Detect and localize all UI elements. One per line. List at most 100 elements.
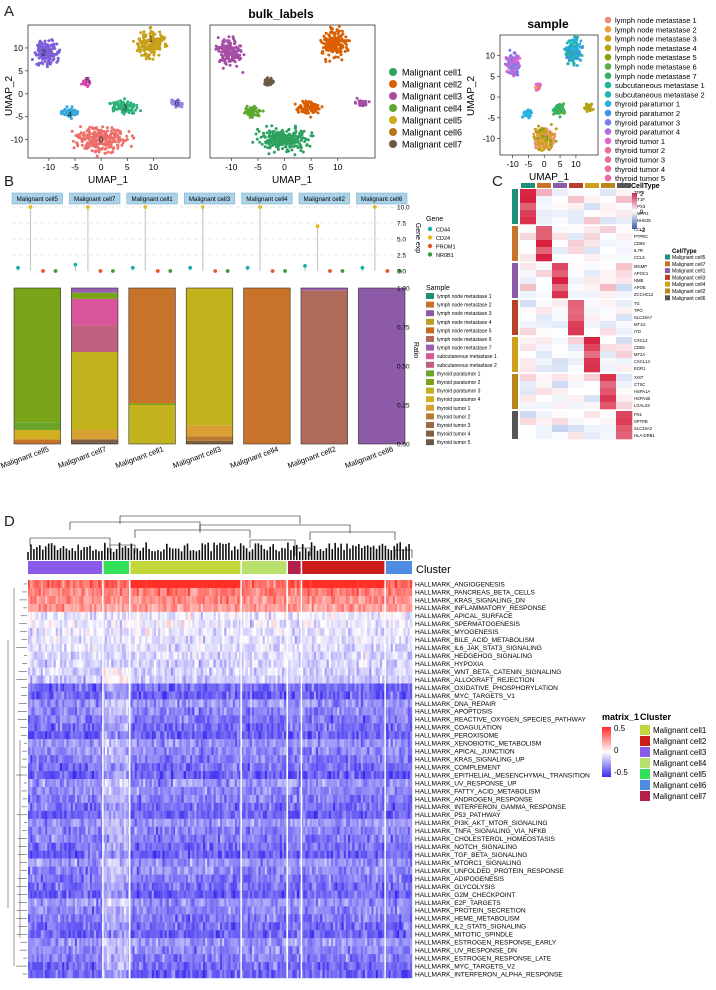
bulk-legend-swatch <box>389 80 397 88</box>
umap-point <box>105 143 109 147</box>
heatmap-cell <box>53 779 56 788</box>
heatmap-cell <box>72 603 76 613</box>
umap-point <box>537 148 541 152</box>
heatmap-cell <box>568 374 585 382</box>
heatmap-cell <box>32 970 35 979</box>
heatmap-cell <box>87 890 91 899</box>
heatmap-cell <box>85 826 88 835</box>
heatmap-cell <box>68 611 71 620</box>
heatmap-cell <box>89 587 93 597</box>
heatmap-cell <box>81 667 84 676</box>
umap-point <box>525 110 529 114</box>
heatmap-cell <box>70 874 73 883</box>
heatmap-cell <box>77 810 80 819</box>
umap-point <box>570 42 574 46</box>
heatmap-cell <box>40 834 44 843</box>
heatmap-cell <box>72 667 76 676</box>
stack-segment <box>243 288 291 444</box>
heatmap-cell <box>104 643 108 652</box>
heatmap-cell <box>111 802 114 812</box>
stack-segment <box>14 422 61 430</box>
umap-point <box>238 53 242 57</box>
heatmap-cell <box>45 763 48 772</box>
heatmap-cell <box>81 651 84 660</box>
heatmap-cell <box>92 858 95 867</box>
heatmap-cell <box>30 691 33 700</box>
heatmap-cell <box>49 906 52 915</box>
umap-point <box>257 108 261 112</box>
heatmap-cell <box>68 890 71 899</box>
heatmap-cell <box>616 277 633 285</box>
umap-point <box>234 50 238 54</box>
x-tick-label: 10 <box>571 159 581 169</box>
umap-point <box>281 147 284 151</box>
heatmap-cell <box>584 388 601 396</box>
umap-point <box>83 146 87 150</box>
umap-point <box>296 135 300 139</box>
heatmap-cell <box>70 962 73 971</box>
heatmap-cell <box>79 763 82 772</box>
umap-point <box>71 139 75 143</box>
heatmap-cell <box>28 882 31 891</box>
umap-point <box>125 134 129 138</box>
heatmap-cell <box>68 794 71 804</box>
heatmap-cell <box>109 946 112 955</box>
heatmap-cell <box>568 337 585 345</box>
heatmap-cell <box>38 962 41 971</box>
heatmap-cell <box>34 882 37 891</box>
heatmap-cell <box>85 930 88 939</box>
heatmap-cell <box>57 898 61 907</box>
sample-legend-label: lymph node metastase 7 <box>615 72 697 81</box>
heatmap-cell <box>87 627 91 636</box>
heatmap-cell <box>47 755 50 764</box>
heatmap-cell <box>79 850 82 859</box>
heatmap-cell <box>36 659 39 668</box>
heatmap-cell <box>47 786 50 796</box>
heatmap-cell <box>111 771 114 780</box>
heatmap-cell <box>96 866 99 875</box>
heatmap-cell <box>64 755 67 764</box>
heatmap-cell <box>98 930 101 939</box>
heatmap-cell <box>64 834 67 843</box>
heatmap-cell <box>111 739 114 748</box>
heatmap-cell <box>68 683 71 692</box>
heatmap-cell <box>111 962 114 971</box>
x-tick-label: -5 <box>525 159 533 169</box>
heatmap-cell <box>87 595 91 605</box>
heatmap-cell <box>74 739 78 748</box>
heatmap-cell <box>94 715 97 724</box>
heatmap-cell <box>83 683 86 692</box>
heatmap-cell <box>62 667 65 676</box>
heatmap-cell <box>51 715 54 724</box>
heatmap-cell <box>104 603 108 613</box>
heatmap-cell <box>62 715 65 724</box>
heatmap-cell <box>74 627 78 636</box>
heatmap-cell <box>42 938 46 947</box>
heatmap-cell <box>42 699 46 708</box>
heatmap-cell <box>92 906 95 915</box>
heatmap-cell <box>36 755 39 764</box>
heatmap-cell <box>83 898 86 907</box>
heatmap-cell <box>77 627 80 636</box>
heatmap-cell <box>77 739 80 748</box>
heatmap-cell <box>57 675 61 684</box>
heatmap-cell <box>520 263 537 271</box>
bulk-legend-label: Malignant cell4 <box>402 104 462 114</box>
umap-point <box>255 137 259 141</box>
heatmap-cell <box>109 794 112 804</box>
heatmap-cell <box>74 651 78 660</box>
heatmap-cell <box>34 866 37 875</box>
heatmap-cell <box>47 580 50 589</box>
heatmap-cell <box>62 603 65 613</box>
panel-d-heatmap: Cluster matrix_1 Cluster HALLMARK_ANGIOG… <box>7 515 707 979</box>
heatmap-cell <box>104 970 108 979</box>
heatmap-cell <box>72 739 76 748</box>
heatmap-cell <box>81 818 84 827</box>
heatmap-cell <box>47 890 50 899</box>
umap-point <box>333 48 337 52</box>
umap-point <box>230 58 234 62</box>
heatmap-cell <box>42 731 46 740</box>
heatmap-cell <box>34 763 37 772</box>
heatmap-cell <box>106 651 110 660</box>
heatmap-cell <box>81 731 84 740</box>
